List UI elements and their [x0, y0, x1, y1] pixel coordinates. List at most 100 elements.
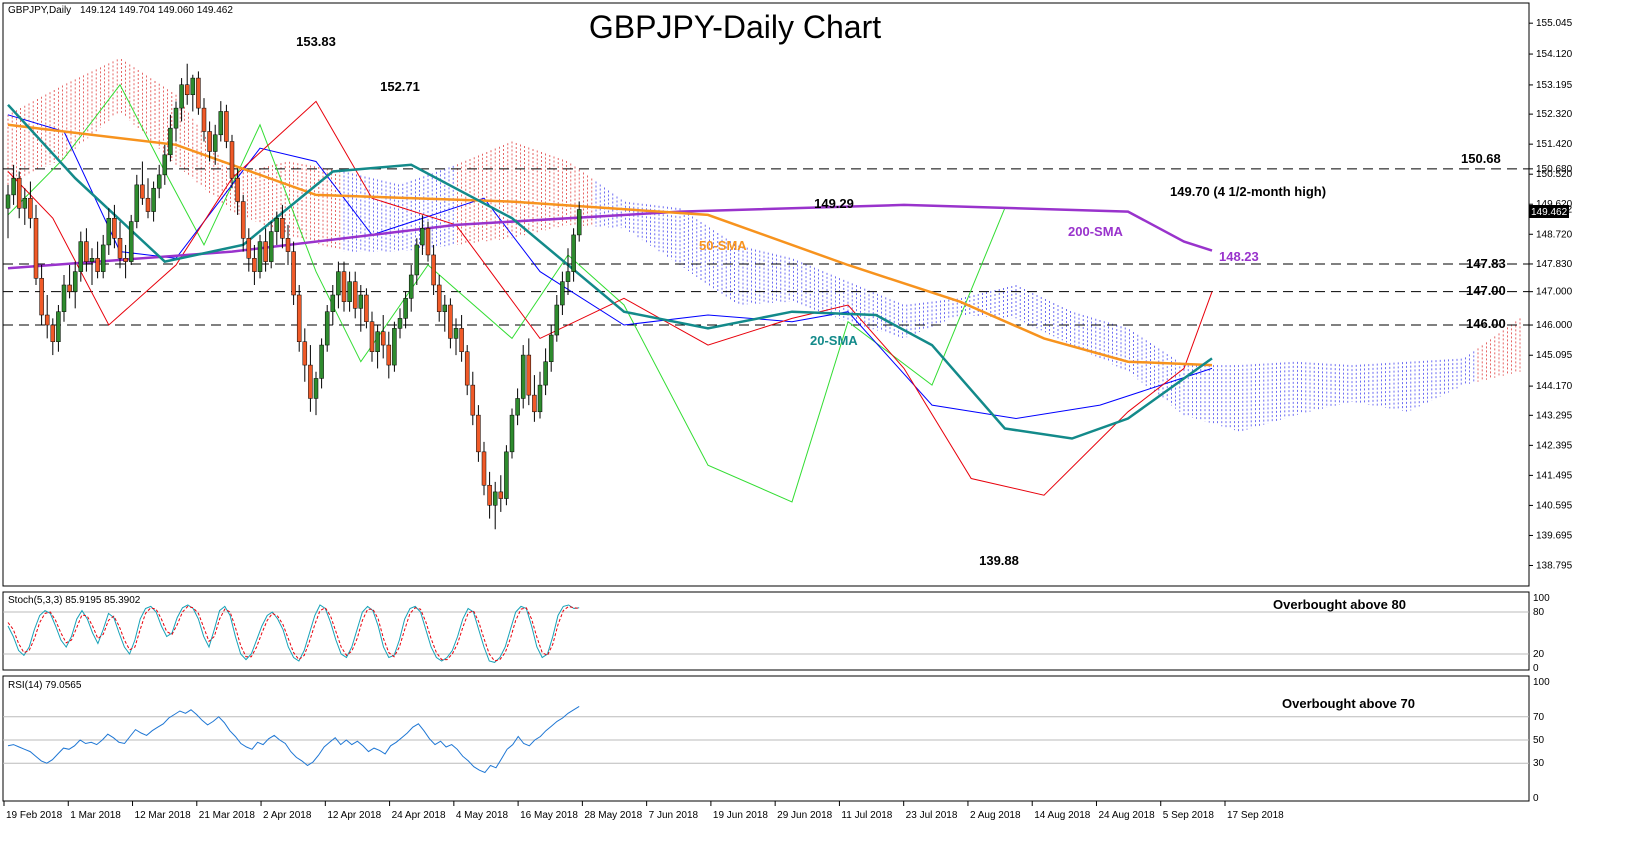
- candle-body: [358, 294, 364, 309]
- sub-y-tick: 0: [1533, 663, 1539, 674]
- candle-body: [168, 127, 173, 156]
- y-tick-label: 141.495: [1536, 470, 1573, 481]
- sub-y-tick: 70: [1533, 712, 1545, 723]
- candle-body: [414, 244, 420, 276]
- candle-body: [560, 281, 565, 306]
- candle-body: [134, 184, 140, 222]
- candle-body: [112, 217, 117, 239]
- candle-body: [543, 361, 548, 386]
- x-tick-label: 29 Jun 2018: [777, 810, 832, 821]
- candle-body: [285, 238, 291, 252]
- candlesticks: [5, 63, 582, 530]
- sub-y-tick: 80: [1533, 607, 1545, 618]
- candle-body: [532, 394, 537, 413]
- stoch-label: Stoch(5,3,3) 85.9195 85.3902: [8, 595, 141, 606]
- y-tick-label: 150.680: [1536, 164, 1573, 175]
- sma50-line: [7, 123, 1213, 367]
- candle-body: [67, 284, 72, 292]
- candle-body: [375, 331, 380, 352]
- candle-body: [229, 141, 235, 179]
- annotation-high-152-71: 152.71: [380, 79, 420, 94]
- x-tick-label: 12 Mar 2018: [135, 810, 192, 821]
- sub-series-line: [7, 705, 580, 774]
- price-axis: 155.045 154.120 153.195 152.320 151.420 150.6…: [1529, 18, 1573, 571]
- candle-body: [515, 398, 520, 416]
- rsi-panel-frame: [2, 675, 1530, 802]
- x-tick-label: 14 Aug 2018: [1034, 810, 1091, 821]
- candle-body: [11, 177, 16, 196]
- sub-y-tick: 100: [1533, 677, 1550, 688]
- y-tick-label: 154.120: [1536, 49, 1573, 60]
- sub-y-tick: 20: [1533, 649, 1545, 660]
- candle-body: [369, 321, 375, 352]
- legend-sma200: 200-SMA: [1068, 224, 1124, 239]
- candle-body: [50, 324, 56, 342]
- x-tick-label: 2 Aug 2018: [970, 810, 1021, 821]
- y-tick-label: 149.620: [1536, 199, 1573, 210]
- candle-body: [509, 414, 515, 453]
- candle-body: [39, 278, 44, 316]
- stoch-panel-frame: [2, 591, 1530, 671]
- candle-body: [436, 284, 442, 312]
- candle-body: [308, 364, 313, 399]
- x-tick-label: 17 Sep 2018: [1227, 810, 1284, 821]
- y-tick-label: 153.195: [1536, 80, 1573, 91]
- main-panel-frame: [2, 2, 1530, 587]
- candle-body: [140, 184, 145, 199]
- candle-body: [257, 241, 263, 272]
- candle-body: [565, 271, 571, 282]
- candle-body: [212, 134, 218, 152]
- candle-body: [246, 238, 252, 259]
- candle-body: [33, 217, 39, 279]
- candle-body: [296, 294, 302, 342]
- candle-body: [347, 281, 352, 302]
- candle-body: [420, 228, 425, 246]
- candle-body: [235, 177, 240, 202]
- candle-body: [448, 304, 453, 339]
- x-tick-label: 1 Mar 2018: [70, 810, 121, 821]
- candle-body: [89, 258, 95, 262]
- candle-body: [224, 111, 229, 142]
- candle-body: [537, 384, 543, 413]
- y-tick-label: 151.420: [1536, 139, 1573, 150]
- candle-body: [252, 258, 257, 272]
- candle-body: [95, 258, 100, 272]
- candle-body: [492, 491, 498, 506]
- x-tick-label: 21 Mar 2018: [199, 810, 256, 821]
- date-axis: 19 Feb 2018 1 Mar 2018 12 Mar 2018 21 Mar 2…: [3, 801, 1284, 821]
- x-tick-label: 4 May 2018: [456, 810, 509, 821]
- candle-body: [442, 304, 448, 312]
- x-tick-label: 19 Feb 2018: [6, 810, 63, 821]
- candle-body: [274, 217, 280, 232]
- candle-body: [403, 298, 408, 319]
- candle-body: [380, 331, 386, 346]
- annotation-high-153-83: 153.83: [296, 34, 336, 49]
- candle-body: [28, 197, 33, 219]
- rsi-line: 100 70 50 30 0: [3, 677, 1550, 804]
- y-tick-label: 150.520: [1536, 169, 1573, 180]
- level-label-146-00: 146.00: [1466, 316, 1506, 331]
- ichimoku-cloud: [7, 58, 1521, 432]
- candle-body: [78, 241, 84, 272]
- candle-body: [106, 217, 112, 246]
- candle-body: [464, 351, 470, 386]
- candle-body: [470, 384, 476, 416]
- x-tick-label: 19 Jun 2018: [713, 810, 768, 821]
- candle-body: [324, 311, 330, 346]
- rsi-overbought-note: Overbought above 70: [1282, 696, 1415, 711]
- candle-body: [313, 378, 319, 399]
- chart-title: GBPJPY-Daily Chart: [589, 9, 881, 45]
- stochastic-lines: 100 80 20 0: [3, 593, 1550, 674]
- legend-sma20: 20-SMA: [810, 333, 858, 348]
- candle-body: [431, 254, 436, 286]
- candle-body: [280, 217, 285, 239]
- candle-body: [397, 318, 403, 329]
- candle-body: [162, 154, 168, 176]
- y-tick-label: 142.395: [1536, 440, 1573, 451]
- candle-body: [156, 174, 162, 189]
- candle-body: [207, 131, 212, 152]
- stoch-overbought-note: Overbought above 80: [1273, 597, 1406, 612]
- candle-body: [268, 231, 274, 262]
- x-tick-label: 5 Sep 2018: [1163, 810, 1215, 821]
